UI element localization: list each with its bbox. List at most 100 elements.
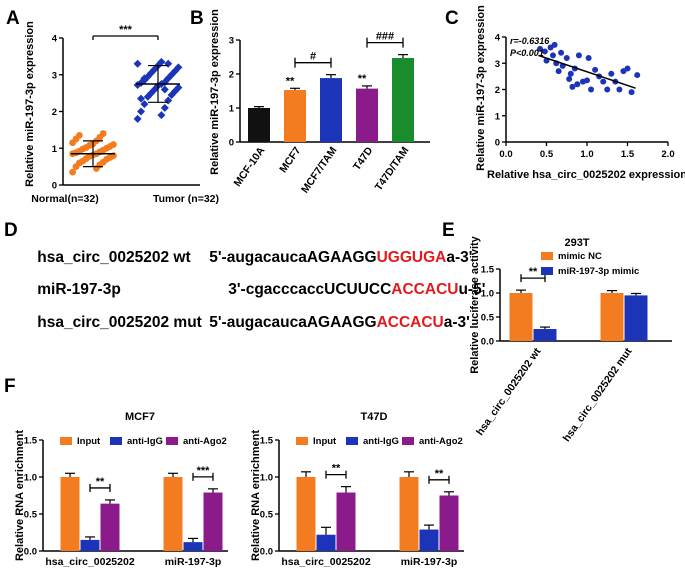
panel-f-mcf7-legend-swatch [60, 437, 72, 445]
panel-c-point [558, 49, 565, 56]
panel-c-point [563, 55, 570, 61]
panel-e-y-axis-tick-label: 0.0 [481, 337, 494, 348]
panel-a-point [160, 85, 169, 94]
sequence-prefix: 3'-cgacccaccUCUUCC [228, 281, 392, 298]
panel-f-mcf7-legend-swatch [166, 437, 178, 445]
sequence-row-mirna: miR-197-3p 3'-cgacccaccUCUUCCACCACUu-5' [20, 263, 485, 317]
panel-f-t47d-bar [296, 477, 316, 551]
panel-letter-e: E [442, 220, 455, 241]
panel-f-mcf7-legend-label: Input [77, 436, 101, 447]
panel-f-mcf7-bar [203, 492, 223, 551]
panel-f-t47d-bar [399, 477, 419, 551]
panel-c-point [616, 86, 623, 93]
sequence-highlight: ACCACU [376, 314, 444, 331]
panel-c-point [634, 72, 641, 79]
panel-f-t47d-legend-label: anti-Ago2 [419, 436, 463, 447]
panel-e-bar [509, 293, 533, 341]
panel-c-y-axis-tick-label: 2 [495, 85, 500, 96]
panel-a-point [110, 141, 117, 148]
panel-e-bar [624, 295, 648, 341]
panel-letter-c: C [445, 8, 459, 29]
panel-a-x-label: Normal(n=32) [31, 193, 98, 205]
panel-c-point [555, 68, 562, 75]
panel-f-mcf7-y-axis-tick-label: 0.0 [24, 547, 37, 558]
panel-c-point [551, 41, 558, 48]
panel-f-t47d-y-axis-tick-label: 1.0 [260, 473, 273, 484]
panel-b-x-label: MCF7 [277, 145, 303, 175]
panel-f-t47d-legend-swatch [296, 437, 308, 445]
panel-a-point [137, 107, 145, 116]
panel-f-mcf7-legend-label: anti-IgG [127, 436, 163, 447]
panel-c-point [549, 52, 556, 59]
panel-f-mcf7-significance: ** [96, 476, 105, 488]
panel-c-y-axis-tick-label: 3 [495, 59, 500, 70]
sequence-row-wt: hsa_circ_0025202 wt 5'-augacaucaAGAAGGUGG… [20, 231, 472, 285]
panel-f-mcf7-x-label: miR-197-3p [165, 556, 222, 568]
sequence-prefix: 5'-augacaucaAGAAGG [209, 314, 377, 331]
sequence-name: miR-197-3p [37, 281, 121, 298]
panel-c-x-tick-label: 2.0 [661, 149, 674, 160]
panel-c-y-label: Relative miR-197-3p expression [475, 5, 487, 171]
panel-c-point [575, 52, 582, 59]
panel-c-point [592, 66, 599, 73]
panel-b-x-label: MCF7/TAM [299, 145, 340, 196]
panel-e-y-axis-tick-label: 1.5 [481, 265, 495, 276]
panel-f-mcf7-bar [80, 539, 100, 551]
panel-c-point [574, 81, 581, 88]
panel-b-x-label: MCF-10A [232, 145, 268, 189]
panel-a-point [160, 103, 169, 112]
panel-b-bar [392, 58, 414, 142]
panel-f-t47d-title: T47D [361, 411, 388, 423]
panel-a-point [137, 94, 145, 103]
panel-e-x-label: hsa_circ_0025202 mut [561, 345, 635, 444]
panel-letter-b: B [190, 8, 204, 29]
panel-f-mcf7-title: MCF7 [125, 411, 155, 423]
panel-f-t47d-legend-swatch [346, 437, 358, 445]
panel-f-t47d-y-axis-tick-label: 0.0 [260, 547, 273, 558]
panel-f-mcf7-bar [100, 503, 120, 551]
panel-c-point [569, 83, 576, 90]
sequence-suffix: a-3' [443, 314, 470, 331]
panel-c-point [567, 70, 574, 77]
panel-a-point [99, 130, 107, 137]
panel-e-legend-swatch [541, 252, 553, 260]
panel-c-y-axis-tick-label: 4 [495, 33, 501, 44]
panel-b-y-axis-tick-label: 1 [229, 104, 235, 115]
panel-a-point [157, 57, 166, 66]
sequence-name: hsa_circ_0025202 wt [37, 249, 191, 266]
panel-e-y-axis-tick-label: 0.5 [481, 313, 495, 324]
sequence-name: hsa_circ_0025202 mut [37, 314, 202, 331]
panel-f-mcf7-bar [163, 477, 183, 551]
panel-f-t47d-x-label: hsa_circ_0025202 [281, 556, 370, 568]
panel-b-significance: ** [286, 75, 295, 87]
panel-c-point [624, 65, 631, 72]
panel-c-x-label: Relative hsa_circ_0025202 expression [487, 169, 685, 181]
panel-a-y-axis-tick-label: 1 [52, 144, 58, 155]
sequence-row-mut: hsa_circ_0025202 mut 5'-augacaucaAGAAGGAC… [20, 296, 470, 350]
sequence-highlight: UGGUGA [376, 249, 447, 266]
panel-a-y-label: Relative miR-197-3p expression [24, 21, 36, 187]
panel-a-x-label: Tumor (n=32) [153, 193, 219, 205]
panel-c-point [604, 86, 611, 93]
panel-b-x-label: T47D/TAM [373, 145, 412, 194]
panel-c-y-axis-tick-label: 0 [495, 138, 500, 149]
panel-e-legend-label: miR-197-3p mimic [558, 266, 639, 277]
panel-b-bar [284, 89, 306, 142]
panel-f-mcf7-bar [60, 477, 80, 551]
panel-a-point [133, 59, 142, 68]
panel-c-x-tick-label: 1.0 [580, 149, 593, 160]
panel-c-point [608, 70, 615, 77]
panel-f-mcf7-y-axis-tick-label: 1.0 [24, 473, 37, 484]
panel-c-point [566, 76, 573, 82]
panel-a-point [133, 114, 142, 123]
panel-b-bar [320, 78, 342, 142]
panel-letter-f: F [4, 376, 16, 397]
panel-b-y-axis-tick-label: 2 [229, 70, 234, 81]
panel-b-significance: ** [358, 73, 367, 85]
panel-b-bracket-label: ### [376, 31, 394, 43]
panel-f-t47d-bar [316, 534, 336, 551]
sequence-suffix: u-5' [458, 281, 486, 298]
panel-f-t47d-bar [419, 529, 439, 551]
panel-letter-d: D [4, 220, 18, 241]
panel-letter-a: A [6, 8, 20, 29]
